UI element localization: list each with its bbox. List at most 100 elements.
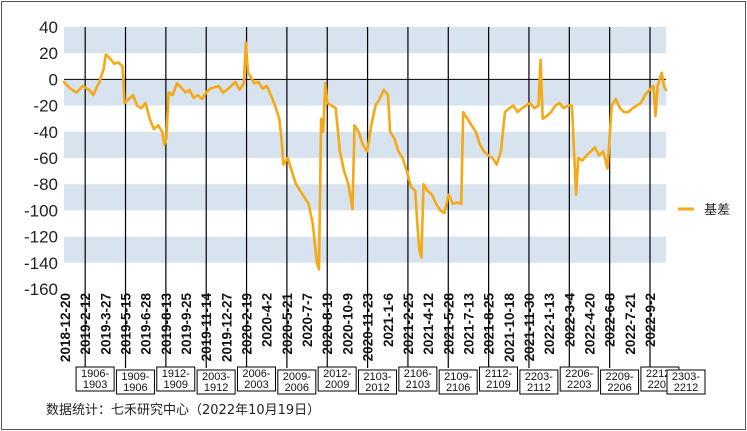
basis-series-line [62,41,668,271]
contract-tag-label: 2006- [242,368,270,380]
contract-tag-label: 2303- [672,371,700,383]
contract-tag-label: 2212 [674,382,698,394]
x-tick-label: 2019-11-14 [199,293,214,362]
contract-tag-label: 2012 [365,382,389,394]
source-note: 数据统计：七禾研究中心（2022年10月19日） [46,403,320,418]
x-tick-label: 2020-5-21 [280,293,295,355]
contract-tag-label: 2106 [446,382,470,394]
contract-tag-label: 2103 [406,379,430,391]
x-tick-label: 2018-12-20 [58,293,73,362]
contract-tag-label: 2203 [567,379,591,391]
contract-tag-label: 1909- [121,371,149,383]
contract-tag-box [317,366,357,392]
x-tick-label: 2021-5-28 [441,293,456,355]
contract-tag-label: 1906- [81,368,109,380]
contract-tag-box [75,366,115,392]
grid-band [64,210,666,237]
grid-band [64,27,666,54]
contract-tag-label: 1903 [83,379,107,391]
contract-tag-box [600,369,640,395]
legend: 基差 [678,203,730,218]
grid-band [64,131,666,158]
grid-band [64,158,666,185]
y-tick-label: -120 [24,228,58,247]
grid-band [64,184,666,211]
contract-tag-label: 2009 [325,379,349,391]
contract-tag-box [398,366,438,392]
x-tick-label: 2021-1-6 [381,293,396,348]
contract-tag-box [236,366,276,392]
x-tick-label: 2019-5-15 [119,293,134,355]
contract-tag-box [115,369,155,395]
y-tick-label: -80 [33,175,58,194]
x-tick-label: 2020-11-23 [361,293,376,362]
y-tick-label: 20 [39,44,58,63]
x-tick-label: 2021-2-25 [401,293,416,355]
grid-band [64,105,666,132]
x-tick-label: 2020-8-19 [320,293,335,355]
x-tick-label: 2021-10-18 [502,293,517,363]
contract-tag-label: 2209- [605,371,633,383]
y-axis: 40 20 0 -20 -40 -60 -80 -100 -120 -140 -160 [24,18,58,299]
x-tick-label: 2020-2-19 [240,293,255,355]
x-tick-label: 2019-8-13 [159,293,174,355]
contract-tag-label: 2012- [323,368,351,380]
contract-tag-box [519,369,559,395]
x-tick-label: 2019-12-27 [219,293,234,362]
x-tick-label: 2019-9-25 [179,293,194,355]
contract-tag-box [559,366,599,392]
contract-dividers [84,27,651,368]
contract-tag-label: 2003- [202,371,230,383]
contract-tag-label: 2203- [525,371,553,383]
y-tick-label: -100 [24,201,58,220]
y-tick-label: -160 [24,280,58,299]
contract-tag-label: 2003 [244,379,268,391]
contract-tag-label: 2109 [486,379,510,391]
contract-tag-label: 2109- [444,371,472,383]
x-tick-label: 2020-4-2 [260,293,275,347]
contract-tag-label: 1912- [162,368,190,380]
x-tick-label: 2021-4-12 [421,293,436,355]
grid-band [64,236,666,263]
contract-tag-box [666,369,706,395]
y-tick-label: 0 [49,70,58,89]
x-tick-label: 2022-6-8 [603,293,618,348]
grid-band [64,53,666,80]
x-tick-label: 2019-2-12 [78,293,93,355]
contract-tag-label: 2112- [485,368,513,380]
contract-tag-box [358,369,397,395]
x-tick-label: 2022-1-13 [542,293,557,355]
contract-tag-label: 2209 [648,379,672,391]
grid-band [64,262,666,289]
contract-tag-label: 2112 [527,382,551,394]
contract-tag-label: 2206- [565,368,593,380]
contract-tag-box [438,369,478,395]
contract-tag-label: 1912 [204,382,228,394]
contract-tag-box [479,366,519,392]
y-tick-label: -140 [24,254,58,273]
contract-tag-box [277,369,317,395]
contract-tag-label: 2206 [607,382,631,394]
contract-tag-label: 2103- [363,371,391,383]
contract-tag-label: 1906 [123,382,147,394]
series-layer [62,41,668,271]
x-tick-label: 2020-7-7 [300,293,315,347]
legend-label: 基差 [704,203,730,218]
contract-tag-label: 2009- [283,371,311,383]
contract-tag-box [156,366,196,392]
background-bands [64,27,666,289]
x-axis: 2018-12-20 2019-2-12 2019-3-27 2019-5-15 201… [58,293,658,363]
y-tick-label: -40 [33,123,58,142]
x-tick-label: 2019-6-28 [139,293,154,355]
x-tick-label: 2022-3-4 [562,293,577,348]
contract-tag-box [196,369,236,395]
x-tick-label: 2022-4-20 [582,293,597,355]
x-tick-label: 2022-7-21 [623,293,638,355]
contract-tag-label: 1909 [164,379,188,391]
grid-band [64,79,666,106]
x-tick-label: 2021-8-25 [482,293,497,355]
x-tick-label: 2021-7-13 [461,293,476,355]
x-tick-label: 2019-3-27 [98,293,113,355]
x-tick-label: 2022-9-2 [643,293,658,347]
x-tick-label: 2020-10-9 [340,293,355,355]
